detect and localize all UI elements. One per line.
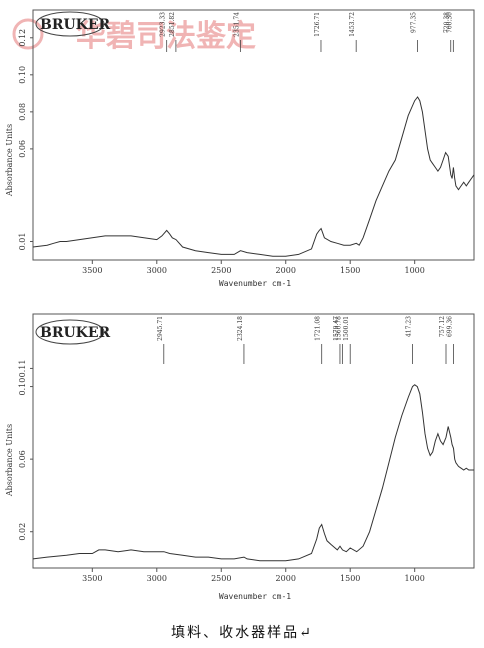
x-tick-label: 2500 (211, 574, 231, 583)
x-tick-label: 1500 (340, 574, 360, 583)
peak-label: 1560.78 (335, 316, 342, 341)
peak-label: 2945.71 (157, 316, 164, 341)
peak-label: 757.12 (439, 316, 446, 337)
peak-label: 1500.01 (343, 316, 350, 341)
logo-orbit-icon (35, 11, 105, 37)
logo-text: BRUKER (40, 17, 111, 33)
bruker-logo: BRUKER (35, 319, 111, 345)
spectrum-line (32, 384, 474, 562)
peak-label: 700.30 (446, 12, 453, 33)
spectrum-chart-2: BRUKER 2945.71 2324.18 1721.08 1579.471560.… (5, 313, 475, 601)
watermark: 华碧司法鉴定 (12, 18, 256, 54)
x-axis-ticks: 3500 3000 2500 2000 1500 1000 (82, 568, 425, 583)
logo-orbit-icon (35, 319, 105, 345)
y-tick-label: 0.10 (18, 66, 27, 84)
x-tick-label: 3000 (147, 574, 167, 583)
y-axis-ticks: 0.01 0.06 0.08 0.10 0.12 (18, 29, 33, 251)
peak-label: 2351.74 (233, 12, 240, 37)
peak-label: 2851.82 (169, 12, 176, 37)
peak-label: 1579.47 (333, 316, 340, 341)
y-tick-label: 0.01 (18, 233, 27, 251)
figure-caption: 填料、收水器样品↵ (171, 625, 313, 641)
y-tick-label: 0.02 (18, 523, 27, 541)
y-tick-label: 0.08 (18, 103, 27, 121)
peak-label: 1726.71 (314, 12, 321, 37)
peak-label: 2923.33 (160, 12, 167, 37)
y-axis-label: Absorbance Units (5, 124, 14, 197)
x-tick-label: 3000 (147, 266, 167, 275)
plot-frame (32, 9, 475, 261)
x-axis-ticks: 3500 3000 2500 2000 1500 1000 (82, 260, 425, 275)
peak-label: 977.35 (411, 12, 418, 33)
peak-label: 720.38 (444, 12, 451, 33)
watermark-text: 华碧司法鉴定 (76, 19, 256, 54)
y-axis-label: Absorbance Units (5, 424, 14, 497)
bruker-logo: BRUKER (35, 11, 111, 37)
peak-labels: 2923.33 2851.82 2351.74 1726.71 1453.72 977.3… (160, 12, 454, 52)
x-tick-label: 3500 (82, 574, 102, 583)
x-tick-label: 1000 (405, 574, 425, 583)
spectrum-chart-1: BRUKER 2923.33 2851.82 2351.74 1726.71 1453.… (5, 9, 475, 288)
x-tick-label: 2000 (276, 574, 296, 583)
peak-label: 2324.18 (237, 316, 244, 341)
plot-frame (32, 313, 475, 569)
watermark-seal-icon (12, 18, 44, 50)
y-tick-label: 0.06 (18, 450, 27, 468)
y-axis-ticks: 0.02 0.06 0.100.11 (18, 360, 33, 541)
x-axis-label: Wavenumber cm-1 (219, 592, 291, 601)
peak-label: 699.36 (446, 316, 453, 337)
peak-label: 417.23 (405, 316, 412, 337)
y-tick-label: 0.10 (18, 378, 27, 396)
y-tick-label: 0.06 (18, 140, 27, 158)
y-tick-label: 0.11 (18, 360, 27, 378)
x-tick-label: 3500 (82, 266, 102, 275)
x-tick-label: 2000 (276, 266, 296, 275)
peak-label: 1453.72 (349, 12, 356, 37)
x-tick-label: 1500 (340, 266, 360, 275)
spectrum-line (32, 96, 475, 257)
x-tick-label: 1000 (405, 266, 425, 275)
y-tick-label: 0.12 (18, 29, 27, 47)
peak-label: 1721.08 (315, 316, 322, 341)
x-tick-label: 2500 (211, 266, 231, 275)
logo-text: BRUKER (40, 325, 111, 341)
x-axis-label: Wavenumber cm-1 (219, 279, 291, 288)
